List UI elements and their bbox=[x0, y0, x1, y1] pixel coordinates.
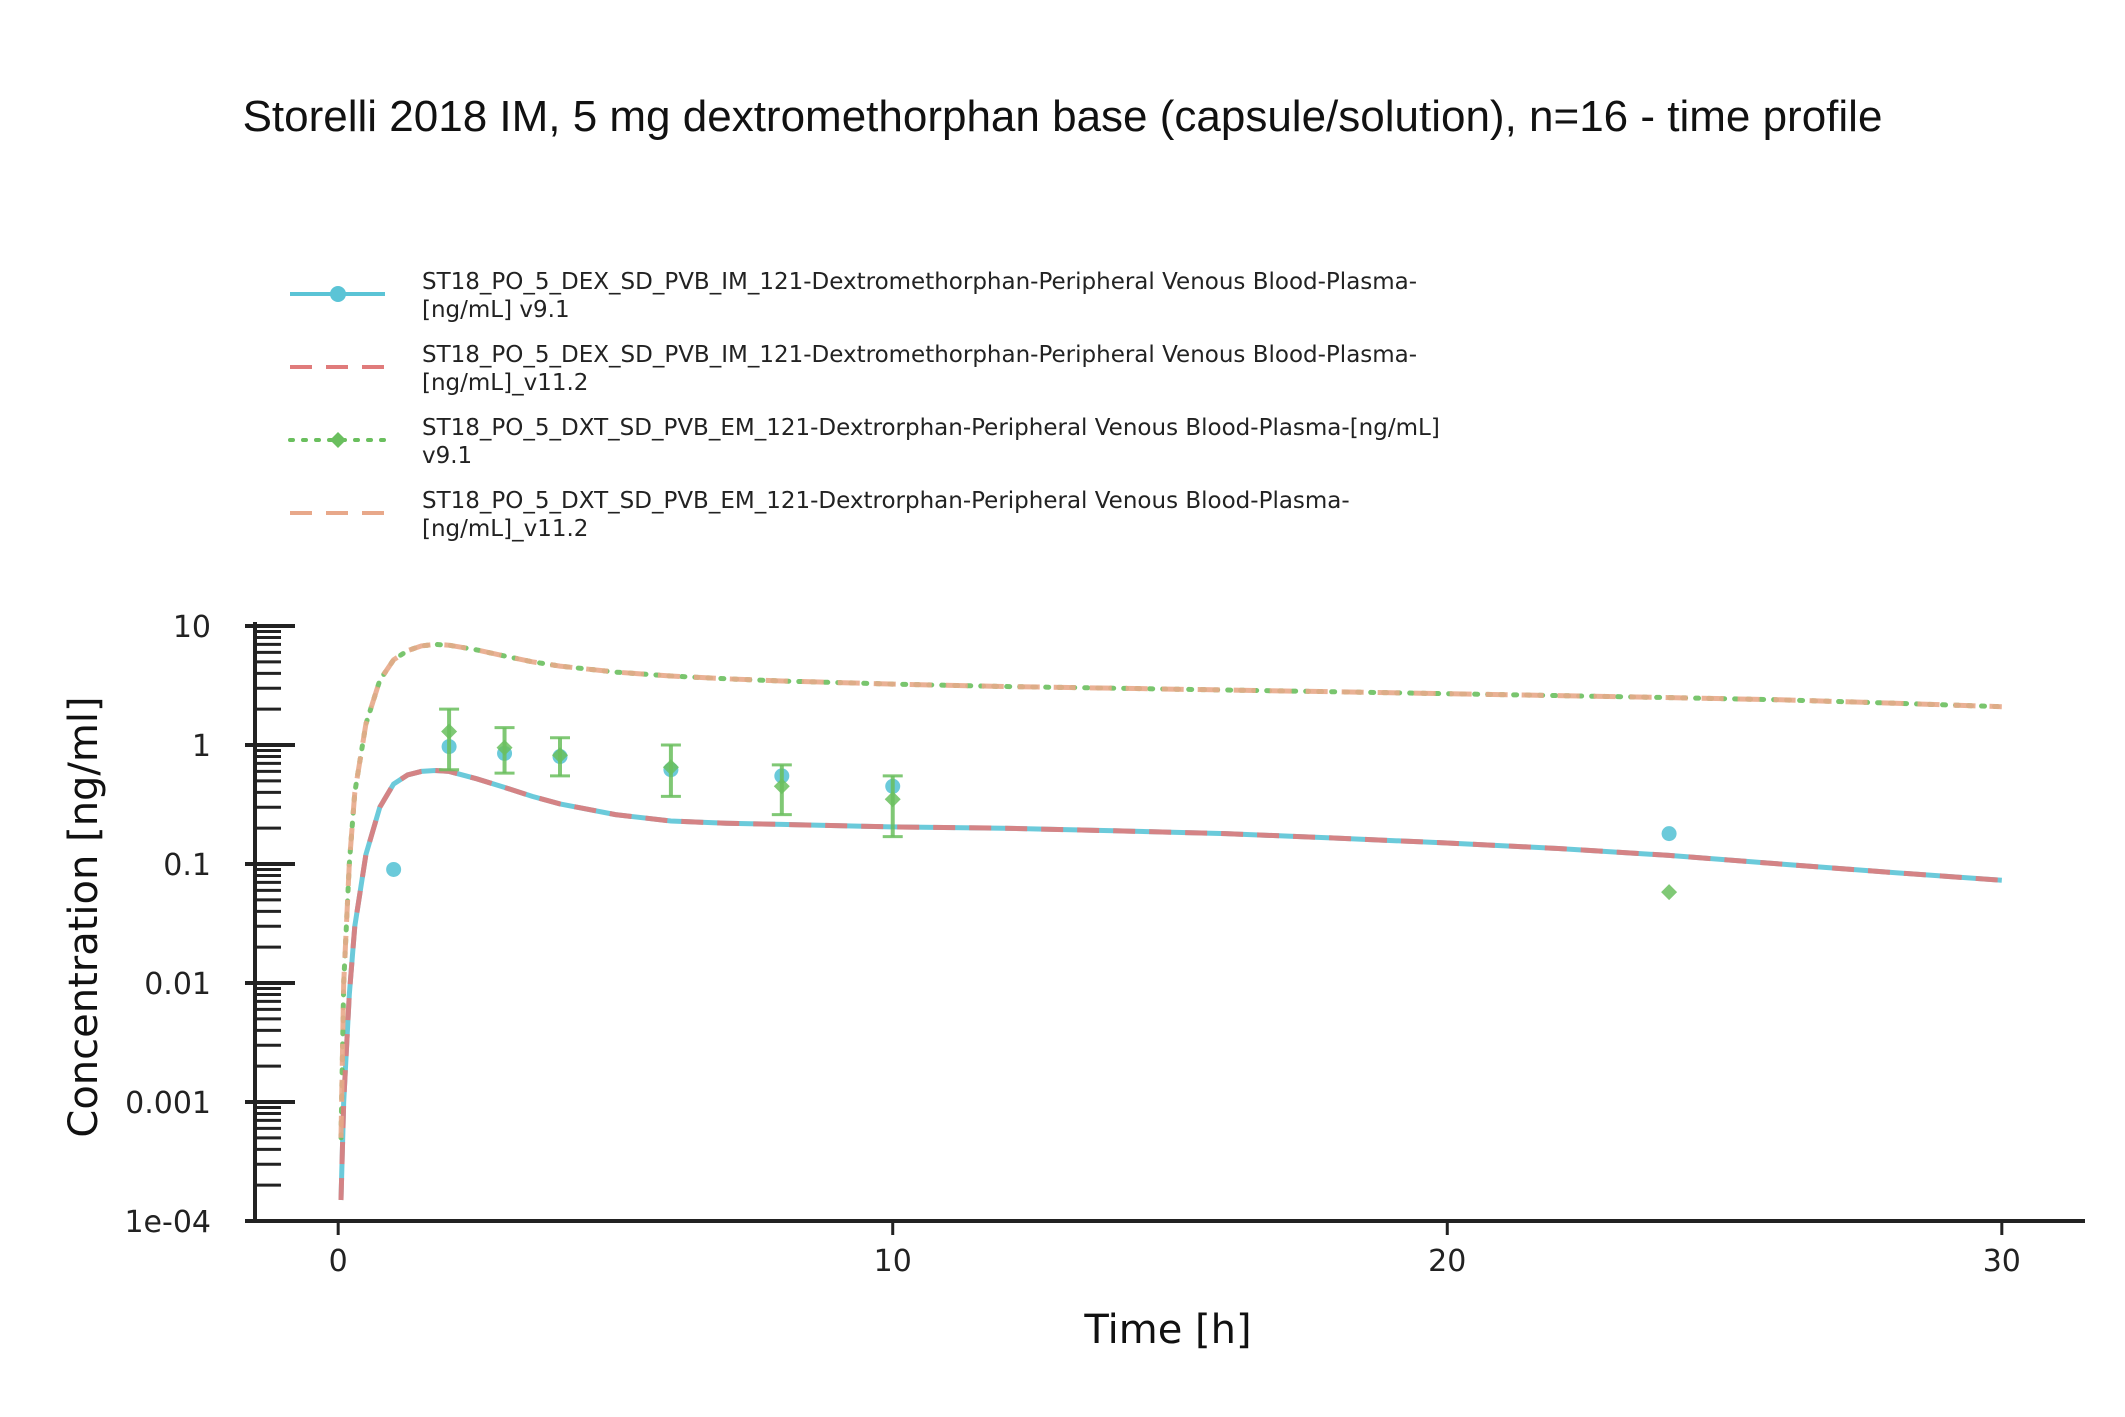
legend-label-dex-v9: ST18_PO_5_DEX_SD_PVB_IM_121-Dextromethor… bbox=[422, 269, 1418, 323]
legend-label-dex-v11: ST18_PO_5_DEX_SD_PVB_IM_121-Dextromethor… bbox=[422, 342, 1418, 396]
y-tick-label: 10 bbox=[173, 610, 211, 645]
y-axis-title: Concentration [ng/ml] bbox=[61, 696, 107, 1137]
observed-point-dex bbox=[1661, 826, 1677, 842]
legend-label-dxt-v9: ST18_PO_5_DXT_SD_PVB_EM_121-Dextrorphan-… bbox=[422, 415, 1440, 469]
x-axis-title: Time [h] bbox=[1083, 1307, 1251, 1353]
y-tick-label: 0.001 bbox=[125, 1086, 211, 1121]
observed-point-dxt bbox=[496, 739, 513, 756]
axes: 1e-04 0.001 0.01 0.1 1 10 0 10 20 30 bbox=[124, 610, 2085, 1279]
y-tick-label: 0.01 bbox=[144, 967, 211, 1002]
series-line-1 bbox=[338, 767, 2002, 1201]
observed-point-dxt bbox=[441, 723, 458, 740]
legend-swatch-marker-2 bbox=[330, 432, 346, 448]
legend-swatches bbox=[288, 286, 387, 515]
observed-point-dxt bbox=[773, 778, 790, 795]
series-line-2 bbox=[338, 641, 2005, 1141]
series-line-0 bbox=[338, 767, 2002, 1201]
x-tick-label: 20 bbox=[1428, 1244, 1466, 1279]
observed-point-dxt bbox=[552, 747, 568, 764]
observed-point-dxt bbox=[884, 791, 901, 808]
legend-swatch-marker-0 bbox=[330, 286, 346, 302]
legend-label-dxt-v11: ST18_PO_5_DXT_SD_PVB_EM_121-Dextrorphan-… bbox=[422, 488, 1350, 542]
y-tick-label: 1e-04 bbox=[124, 1205, 211, 1240]
chart-title: Storelli 2018 IM, 5 mg dextromethorphan … bbox=[242, 92, 1883, 141]
series-line-3 bbox=[338, 641, 2002, 1138]
observed-point-dxt bbox=[662, 759, 679, 776]
observed-point-dxt bbox=[1661, 884, 1678, 901]
model-curves bbox=[338, 641, 2005, 1201]
observed-data bbox=[386, 707, 1678, 901]
y-tick-label: 0.1 bbox=[163, 848, 211, 883]
observed-point-dex bbox=[386, 861, 402, 877]
x-tick-label: 10 bbox=[874, 1244, 912, 1279]
y-tick-label: 1 bbox=[192, 729, 211, 764]
x-tick-label: 0 bbox=[329, 1244, 348, 1279]
x-tick-label: 30 bbox=[1983, 1244, 2021, 1279]
